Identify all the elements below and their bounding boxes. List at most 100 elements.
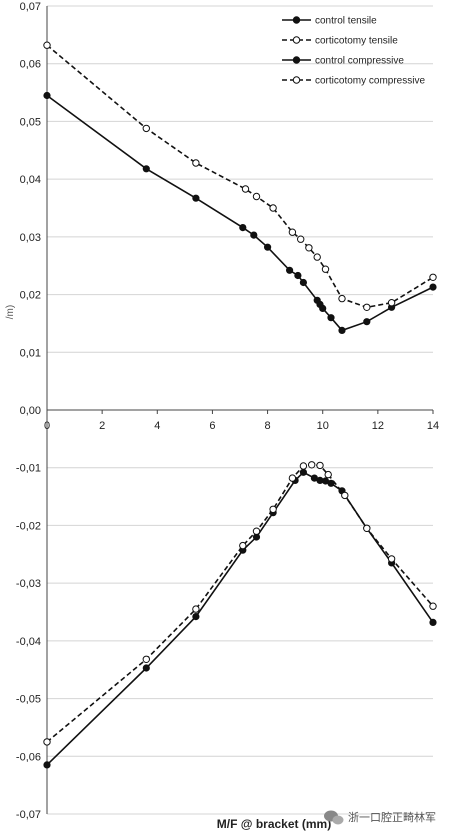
x-tick-label: 12 <box>372 420 384 432</box>
y-tick-label: 0,03 <box>20 232 41 244</box>
data-point <box>288 228 297 236</box>
data-point <box>192 194 200 202</box>
legend-item: corticotomy compressive <box>282 76 425 87</box>
x-tick-label: 14 <box>427 420 439 432</box>
series-group <box>43 41 437 769</box>
legend-label: corticotomy tensile <box>315 36 398 47</box>
data-point <box>429 273 437 281</box>
data-point <box>324 470 332 479</box>
y-tick-label: 0,00 <box>20 405 41 417</box>
data-point <box>288 474 297 482</box>
data-point <box>192 612 200 621</box>
y-tick-label: 0,05 <box>20 116 41 128</box>
legend: control tensile corticotomy tensile contro… <box>282 16 425 87</box>
wechat-icon <box>324 810 344 825</box>
data-point <box>294 271 302 280</box>
data-point <box>142 124 151 133</box>
data-point <box>308 461 316 469</box>
x-tick-labels: 0 2 4 6 8 10 12 14 <box>44 420 439 432</box>
data-point <box>142 165 150 173</box>
data-point <box>263 243 272 251</box>
data-point <box>387 299 396 307</box>
legend-swatch-marker <box>292 36 301 44</box>
series-corticotomy-compressive <box>43 461 437 746</box>
legend-item: corticotomy tensile <box>282 36 398 47</box>
data-point <box>192 605 200 613</box>
legend-swatch-marker <box>292 76 301 84</box>
data-point <box>43 41 51 49</box>
series-control-tensile <box>43 91 437 334</box>
data-point <box>387 555 396 563</box>
series-corticotomy-tensile <box>43 41 437 311</box>
y-tick-label: -0,01 <box>16 463 41 475</box>
data-point <box>429 283 437 291</box>
data-point <box>338 326 346 334</box>
data-point <box>341 491 349 500</box>
y-tick-label: -0,02 <box>16 520 41 532</box>
data-point <box>142 664 150 672</box>
y-tick-label: 0,01 <box>20 347 41 359</box>
data-point <box>319 304 327 312</box>
data-point <box>429 618 437 627</box>
series-line <box>46 94 434 332</box>
data-point <box>269 505 277 513</box>
watermark: 浙一口腔正畸林军 <box>324 810 436 825</box>
data-point <box>297 235 305 243</box>
data-point <box>43 738 51 746</box>
data-point <box>299 278 307 287</box>
x-tick-label: 8 <box>265 420 271 432</box>
data-point <box>239 224 247 232</box>
x-tick-label: 0 <box>44 420 50 432</box>
data-point <box>299 462 308 470</box>
data-point <box>305 244 313 252</box>
y-tick-label: 0,07 <box>20 1 41 13</box>
data-point <box>241 185 250 193</box>
data-point <box>363 318 371 326</box>
y-tick-label: -0,04 <box>16 636 41 648</box>
x-tick-label: 4 <box>154 420 160 432</box>
y-tick-label: -0,07 <box>16 809 41 821</box>
data-point <box>313 253 321 261</box>
grid-lines <box>47 5 433 815</box>
x-axis-label: M/F @ bracket (mm) <box>217 817 331 831</box>
data-point <box>363 303 371 311</box>
legend-swatch-marker <box>292 56 301 64</box>
data-point <box>338 294 346 303</box>
data-point <box>269 204 277 212</box>
x-tick-label: 6 <box>209 420 215 432</box>
watermark-text: 浙一口腔正畸林军 <box>348 810 436 824</box>
y-tick-labels: 0,07 0,06 0,05 0,04 0,03 0,02 0,01 0,00 -0,01 -0,… <box>16 1 41 821</box>
legend-label: control tensile <box>315 16 377 27</box>
axes <box>46 6 434 814</box>
series-line <box>46 471 434 766</box>
data-point <box>252 192 261 201</box>
data-point <box>316 461 324 470</box>
y-tick-label: 0,06 <box>20 59 41 71</box>
series-line <box>46 463 434 743</box>
legend-swatch-marker <box>292 16 301 24</box>
data-point <box>363 524 371 532</box>
data-point <box>429 602 437 610</box>
x-tick-label: 10 <box>317 420 329 432</box>
series-control-compressive <box>43 468 437 769</box>
data-point <box>299 468 307 476</box>
data-point <box>239 541 247 550</box>
legend-item: control compressive <box>282 56 404 67</box>
legend-item: control tensile <box>282 16 377 27</box>
data-point <box>285 266 294 274</box>
y-tick-label: -0,05 <box>16 694 41 706</box>
legend-label: control compressive <box>315 56 404 67</box>
y-tick-label: -0,03 <box>16 578 41 590</box>
data-point <box>252 527 261 535</box>
data-point <box>43 91 51 100</box>
y-tick-label: -0,06 <box>16 751 41 763</box>
data-point <box>142 655 151 663</box>
y-axis-label-fragment: /m) <box>5 305 16 319</box>
x-tick-label: 2 <box>99 420 105 432</box>
data-point <box>250 231 258 239</box>
data-point <box>321 265 330 273</box>
legend-label: corticotomy compressive <box>315 76 425 87</box>
data-point <box>327 314 335 322</box>
data-point <box>192 159 200 167</box>
